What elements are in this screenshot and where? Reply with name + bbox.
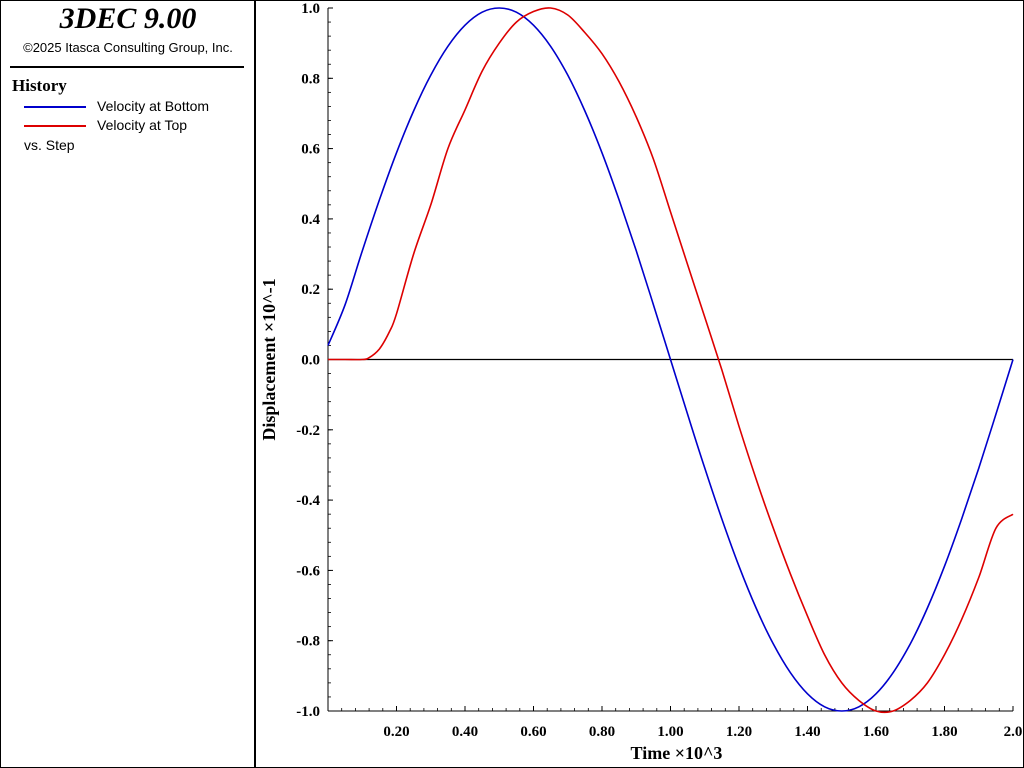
x-tick-label: 1.00 [657,724,683,740]
y-tick-label: 0.4 [301,212,320,228]
y-axis-label: Displacement ×10^-1 [259,278,279,440]
vs-step-label: vs. Step [24,137,75,153]
legend-swatch-blue [24,106,86,108]
x-tick-label: 1.80 [931,724,957,740]
y-tick-label: 0.8 [301,71,320,87]
y-tick-label: -0.8 [296,634,320,650]
y-tick-label: 0.0 [301,353,320,369]
legend-label-velocity-top: Velocity at Top [97,117,188,133]
y-tick-label: -0.2 [296,423,320,439]
y-tick-label: 1.0 [301,1,320,17]
y-tick-label: -1.0 [296,704,320,720]
y-tick-label: 0.6 [301,142,320,158]
copyright-text: ©2025 Itasca Consulting Group, Inc. [23,40,233,55]
y-tick-label: 0.2 [301,282,320,298]
series-line-velocity-bottom [327,7,1014,712]
legend-swatch-red [24,125,86,127]
x-tick-label: 0.60 [520,724,546,740]
x-tick-label: 2.0 [1004,724,1023,740]
series-line-velocity-top [327,7,1014,714]
legend-divider [10,66,244,68]
legend-panel: 3DEC 9.00 ©2025 Itasca Consulting Group,… [0,0,256,768]
legend-title: History [12,76,67,95]
y-tick-label: -0.6 [296,563,320,579]
y-tick-label: -0.4 [296,493,320,509]
x-axis-label: Time ×10^3 [631,743,723,763]
x-tick-label: 0.20 [383,724,409,740]
x-tick-label: 0.40 [452,724,478,740]
app-title: 3DEC 9.00 [59,2,197,35]
x-tick-label: 1.60 [863,724,889,740]
legend-label-velocity-bottom: Velocity at Bottom [97,98,210,114]
x-tick-label: 1.40 [794,724,820,740]
x-tick-label: 0.80 [589,724,615,740]
x-tick-label: 1.20 [726,724,752,740]
